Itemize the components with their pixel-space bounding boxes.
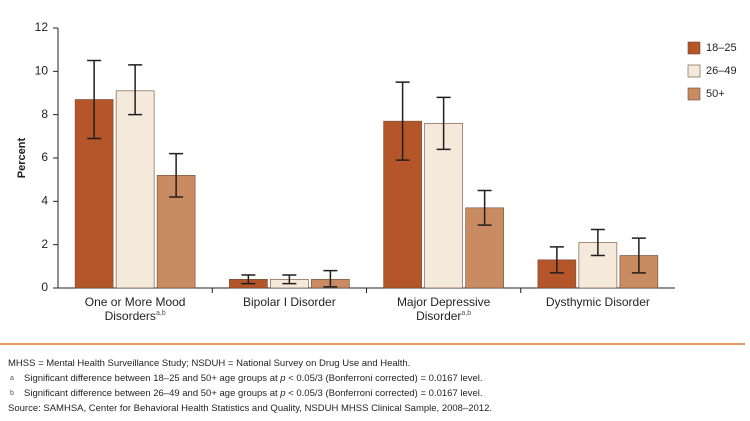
- y-tick-label: 6: [41, 150, 48, 164]
- legend-swatch: [687, 64, 701, 78]
- y-tick-label: 0: [41, 280, 48, 294]
- error-bar: [241, 274, 256, 285]
- error-bar: [282, 274, 297, 285]
- y-tick-label: 2: [41, 237, 48, 251]
- y-tick-label: 12: [35, 20, 49, 34]
- footnote-italic: p: [280, 373, 286, 384]
- error-bar: [477, 189, 492, 226]
- error-bar: [631, 237, 646, 274]
- legend-swatch: [687, 41, 701, 55]
- error-bar: [87, 59, 102, 140]
- footnote: a Significant difference between 18–25 an…: [8, 371, 748, 386]
- legend-label: 50+: [706, 88, 725, 100]
- y-tick-label: 10: [35, 64, 49, 78]
- error-bar: [590, 228, 605, 257]
- x-tick-label: One or More Mood Disordersa,b: [65, 295, 205, 323]
- footnote-text: < 0.05/3 (Bonferroni corrected) = 0.0167…: [285, 373, 483, 384]
- x-tick-label: Dysthymic Disorder: [528, 295, 668, 309]
- y-tick-label: 8: [41, 107, 48, 121]
- legend-label: 26–49: [706, 65, 737, 77]
- footnote-text: Significant difference between 26–49 and…: [24, 388, 281, 399]
- notes: MHSS = Mental Health Surveillance Study;…: [8, 356, 748, 416]
- category-footnote-marker: a,b: [155, 310, 166, 317]
- category-name: One or More Mood Disorders: [84, 295, 186, 323]
- category-name: Bipolar I Disorder: [243, 295, 336, 309]
- category-name: Dysthymic Disorder: [545, 295, 650, 309]
- error-bar: [169, 152, 184, 198]
- error-bar: [436, 96, 451, 151]
- bar: [424, 123, 463, 289]
- error-bar: [128, 64, 143, 116]
- footnote-text: Significant difference between 18–25 and…: [24, 373, 281, 384]
- legend-swatch: [687, 87, 701, 101]
- error-bar: [395, 81, 410, 161]
- footnote-marker: b: [10, 390, 14, 397]
- x-tick-label: Major Depressive Disordera,b: [374, 295, 514, 323]
- x-tick-label: Bipolar I Disorder: [219, 295, 359, 309]
- bar: [115, 90, 155, 289]
- category-footnote-marker: a,b: [461, 310, 472, 317]
- footnote-italic: p: [280, 388, 286, 399]
- abbreviations: MHSS = Mental Health Surveillance Study;…: [8, 358, 411, 369]
- source: Source: SAMHSA, Center for Behavioral He…: [8, 403, 493, 414]
- footnote: b Significant difference between 26–49 an…: [8, 386, 748, 401]
- chart: Percent 0 2 4 6 8 10 12 18–25 26–49 50+: [0, 20, 745, 345]
- y-tick-label: 4: [41, 194, 48, 208]
- error-bar: [549, 246, 564, 274]
- error-bar: [323, 269, 338, 288]
- y-axis-label: Percent: [16, 137, 28, 178]
- footnote-marker: a: [10, 375, 14, 382]
- footnote-text: < 0.05/3 (Bonferroni corrected) = 0.0167…: [285, 388, 483, 399]
- category-name: Major Depressive Disorder: [396, 295, 491, 323]
- legend-label: 18–25: [706, 42, 737, 54]
